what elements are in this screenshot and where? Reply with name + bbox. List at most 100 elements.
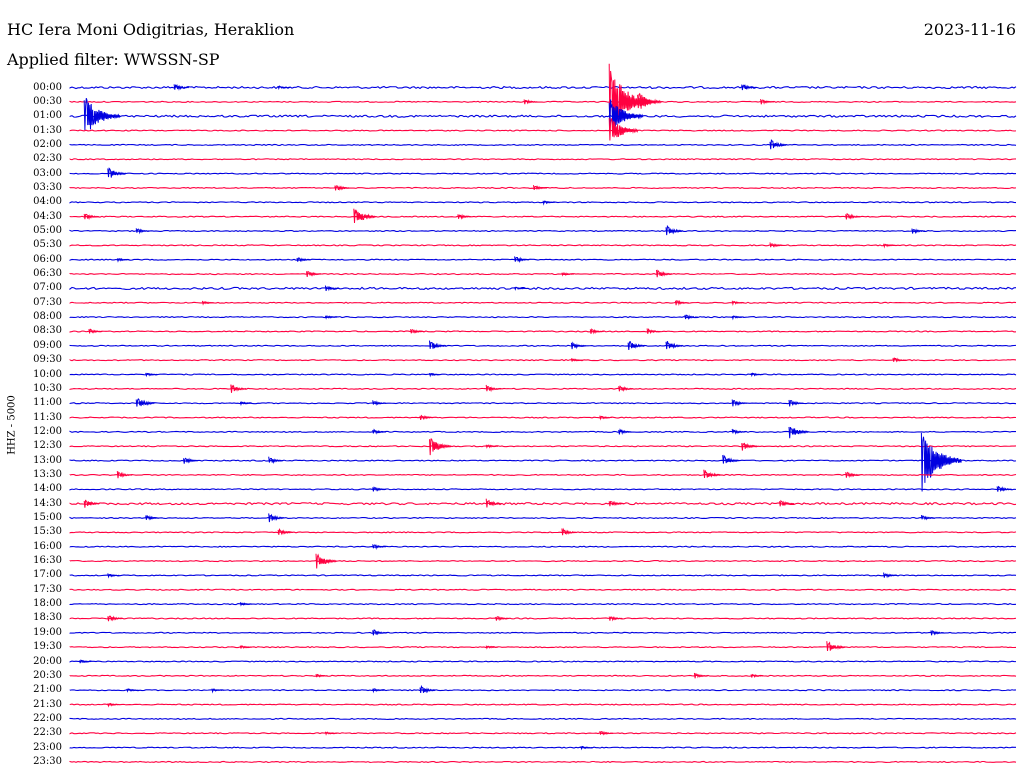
seismic-event — [703, 469, 721, 478]
seismic-event — [731, 428, 746, 435]
seismic-event — [741, 442, 758, 451]
seismic-event — [429, 340, 447, 349]
seismic-event — [372, 486, 387, 492]
seismic-event — [429, 372, 442, 378]
time-tick-label: 13:00 — [33, 454, 62, 466]
trace-line — [69, 531, 1017, 534]
time-tick-label: 15:30 — [33, 526, 62, 538]
time-tick-label: 23:00 — [33, 741, 62, 753]
seismic-event — [372, 544, 387, 551]
time-tick-label: 05:30 — [33, 239, 62, 251]
seismic-event — [760, 98, 775, 105]
seismic-event — [883, 572, 898, 579]
seismic-event — [334, 185, 350, 191]
time-tick-label: 17:30 — [33, 583, 62, 595]
seismic-event — [608, 616, 623, 622]
trace-line — [69, 129, 1017, 132]
time-tick-label: 10:30 — [33, 382, 62, 394]
seismic-event — [996, 485, 1013, 493]
seismic-event — [618, 428, 633, 436]
time-tick-label: 04:00 — [33, 196, 62, 208]
seismic-event — [372, 428, 387, 435]
trace-line — [69, 85, 1017, 90]
seismic-event — [211, 688, 224, 694]
seismic-event — [561, 272, 574, 277]
trace-line — [69, 201, 1017, 204]
station-title: HC Iera Moni Odigitrias, Heraklion — [7, 20, 295, 39]
trace-line — [69, 646, 1017, 649]
seismic-event — [324, 285, 339, 292]
time-tick-label: 18:30 — [33, 612, 62, 624]
time-tick-label: 03:00 — [33, 167, 62, 179]
seismic-event — [618, 385, 634, 393]
time-tick-label: 01:30 — [33, 124, 62, 136]
seismic-event — [514, 256, 530, 264]
trace-line — [69, 473, 1017, 477]
time-tick-label: 04:30 — [33, 210, 62, 222]
seismic-event — [570, 341, 587, 350]
seismic-event — [116, 257, 130, 263]
trace-line — [69, 215, 1017, 218]
seismic-event — [741, 84, 757, 91]
seismic-event — [731, 399, 748, 407]
seismic-event — [495, 616, 510, 622]
trace-line — [69, 373, 1017, 376]
trace-line — [69, 158, 1017, 161]
seismic-event — [83, 499, 100, 508]
date-label: 2023-11-16 — [923, 20, 1016, 39]
seismic-event — [892, 357, 907, 363]
trace-line — [69, 559, 1017, 563]
seismic-event — [83, 213, 100, 221]
seismic-event — [135, 228, 150, 235]
trace-line — [69, 674, 1017, 677]
seismic-event — [429, 438, 452, 456]
seismic-event — [126, 688, 139, 693]
trace-line — [69, 631, 1017, 634]
trace-line — [69, 258, 1017, 261]
trace-line — [69, 488, 1017, 491]
seismic-event — [239, 645, 253, 649]
seismic-event — [826, 641, 846, 652]
trace-line — [69, 717, 1017, 720]
time-tick-label: 07:30 — [33, 296, 62, 308]
time-tick-label: 14:00 — [33, 483, 62, 495]
seismic-event — [599, 730, 614, 736]
seismic-event — [731, 315, 745, 321]
seismic-event — [911, 228, 926, 235]
trace-line — [69, 229, 1017, 233]
seismic-event — [920, 432, 962, 492]
time-tick-label: 01:00 — [33, 110, 62, 122]
trace-line — [69, 402, 1017, 405]
seismic-event — [627, 340, 646, 350]
seismic-event — [372, 400, 387, 406]
seismic-event — [646, 328, 661, 335]
seismic-event — [201, 300, 215, 306]
seismic-event — [145, 514, 160, 521]
trace-line — [69, 703, 1017, 706]
trace-line — [69, 459, 1017, 462]
seismic-event — [419, 414, 434, 421]
time-tick-label: 06:30 — [33, 268, 62, 280]
trace-line — [69, 746, 1017, 749]
seismic-event — [268, 456, 284, 465]
seismic-event — [731, 300, 745, 307]
seismic-event — [665, 224, 684, 236]
time-tick-label: 21:30 — [33, 698, 62, 710]
trace-line — [69, 272, 1017, 276]
seismic-event — [589, 328, 604, 335]
seismic-event — [656, 269, 673, 278]
time-tick-label: 18:00 — [33, 598, 62, 610]
time-tick-label: 08:00 — [33, 311, 62, 323]
seismic-event — [769, 242, 784, 248]
time-tick-label: 14:30 — [33, 497, 62, 509]
seismic-event — [637, 92, 662, 109]
seismic-event — [107, 702, 120, 708]
time-tick-label: 12:00 — [33, 425, 62, 437]
seismic-event — [277, 85, 291, 91]
trace-line — [69, 588, 1017, 591]
time-tick-label: 23:30 — [33, 755, 62, 767]
time-tick-label: 21:00 — [33, 684, 62, 696]
seismic-event — [845, 213, 861, 220]
seismic-event — [750, 372, 764, 378]
seismic-event — [608, 500, 625, 507]
